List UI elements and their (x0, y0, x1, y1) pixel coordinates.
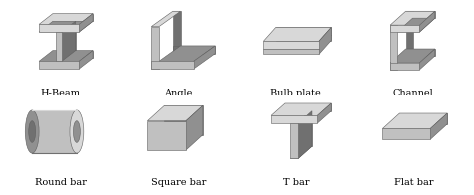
Ellipse shape (29, 121, 36, 142)
Polygon shape (400, 113, 447, 124)
Polygon shape (298, 111, 312, 159)
Polygon shape (419, 11, 435, 32)
Polygon shape (390, 11, 435, 25)
Polygon shape (291, 146, 312, 159)
Polygon shape (62, 21, 76, 61)
Polygon shape (264, 41, 319, 49)
Text: H-Beam: H-Beam (41, 89, 81, 98)
Polygon shape (304, 111, 312, 146)
Polygon shape (147, 121, 186, 150)
Text: Round bar: Round bar (35, 178, 87, 187)
Text: Bulb plate: Bulb plate (270, 89, 321, 98)
Polygon shape (271, 103, 331, 115)
Polygon shape (264, 27, 331, 41)
Polygon shape (406, 11, 435, 18)
Polygon shape (53, 51, 93, 58)
Polygon shape (271, 115, 318, 123)
Polygon shape (390, 63, 419, 70)
Polygon shape (151, 61, 194, 69)
Polygon shape (406, 49, 435, 56)
Polygon shape (397, 18, 435, 32)
Polygon shape (390, 25, 419, 32)
Polygon shape (164, 105, 203, 135)
Text: Square bar: Square bar (151, 178, 206, 187)
Polygon shape (194, 46, 215, 69)
Text: T bar: T bar (283, 178, 309, 187)
Polygon shape (276, 27, 331, 35)
Polygon shape (406, 11, 412, 56)
Text: Angle: Angle (164, 89, 192, 98)
Polygon shape (390, 49, 435, 63)
Polygon shape (39, 21, 93, 32)
Polygon shape (285, 103, 331, 111)
Polygon shape (319, 27, 331, 54)
Text: Channel: Channel (393, 89, 434, 98)
Polygon shape (430, 113, 447, 139)
Polygon shape (186, 105, 203, 150)
Polygon shape (151, 27, 159, 69)
Ellipse shape (70, 110, 84, 153)
Polygon shape (264, 49, 319, 54)
Polygon shape (39, 14, 93, 24)
Polygon shape (70, 21, 76, 51)
Polygon shape (383, 129, 430, 139)
Polygon shape (291, 123, 298, 159)
Polygon shape (419, 49, 435, 70)
Polygon shape (173, 11, 181, 54)
Polygon shape (390, 25, 397, 70)
Polygon shape (79, 14, 93, 32)
Polygon shape (39, 51, 93, 61)
Polygon shape (56, 32, 62, 61)
Polygon shape (79, 51, 93, 69)
Polygon shape (276, 35, 331, 41)
Ellipse shape (73, 121, 81, 142)
Polygon shape (39, 61, 79, 69)
Text: Flat bar: Flat bar (393, 178, 433, 187)
Ellipse shape (25, 110, 39, 153)
Polygon shape (147, 105, 203, 121)
Polygon shape (383, 113, 447, 129)
Polygon shape (318, 103, 331, 123)
Polygon shape (151, 11, 181, 27)
Polygon shape (32, 110, 77, 153)
Polygon shape (173, 46, 215, 54)
Polygon shape (53, 14, 93, 21)
Polygon shape (39, 24, 79, 32)
Polygon shape (159, 46, 215, 61)
